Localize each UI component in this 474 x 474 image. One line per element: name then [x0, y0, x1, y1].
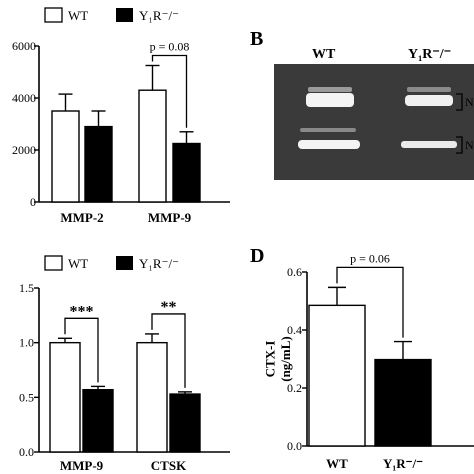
- significance-label: p = 0.06: [350, 251, 390, 265]
- gel-lane-label-wt: WT: [312, 47, 336, 62]
- x-category-label: MMP-2: [60, 210, 103, 225]
- bar: [51, 110, 80, 203]
- x-category-label: MMP-9: [60, 458, 104, 473]
- chart-mmp-activity: 0 2000 4000 6000 MMP-2 MMP-9 p = 0.08: [12, 39, 230, 225]
- bar: [136, 341, 168, 453]
- legend-wt-label: WT: [68, 256, 88, 271]
- legend-y1r-swatch: [116, 8, 133, 22]
- gel-side-mark-upper: N: [465, 95, 474, 109]
- gel-band-wt-upper-faint: [308, 87, 352, 92]
- significance-bracket: [336, 266, 404, 338]
- bar: [308, 304, 366, 447]
- y-tick-label: 1.0: [19, 336, 34, 350]
- bar: [82, 388, 114, 453]
- bar: [49, 341, 81, 453]
- gel-side-mark-lower: N: [465, 138, 474, 152]
- gel-band-wt-upper: [306, 93, 354, 107]
- y-tick-label: 6000: [12, 39, 36, 53]
- y-tick-label: 0.5: [19, 390, 34, 404]
- y-tick-label: 0: [30, 195, 36, 209]
- panel-letter-d: D: [250, 245, 264, 267]
- significance-bracket: [151, 54, 188, 128]
- gel-band-y1r-upper: [405, 95, 453, 106]
- y-tick-label: 0.0: [19, 445, 34, 459]
- y-axis-label-line: CTX-I: [262, 341, 277, 378]
- gel-background: [274, 64, 474, 180]
- y-tick-label: 4000: [12, 91, 36, 105]
- gel-band-y1r-upper-faint: [407, 87, 451, 92]
- gel-band-wt-lower: [298, 140, 360, 149]
- chart-ctx-i: 0.0 0.2 0.4 0.6 WT Y₁R⁻/⁻ p = 0.06 CTX-I(ng/mL): [262, 251, 474, 471]
- y-tick-label: 0.2: [287, 381, 302, 395]
- y-axis-label: CTX-I(ng/mL): [262, 336, 293, 382]
- legend-top: WT Y₁R⁻/⁻: [44, 7, 179, 23]
- y-tick-label: 0.6: [287, 265, 302, 279]
- legend-y1r-swatch: [116, 256, 133, 270]
- significance-bracket: [64, 317, 99, 383]
- significance-label: **: [161, 299, 177, 316]
- bar: [374, 358, 432, 447]
- legend-middle: WT Y₁R⁻/⁻: [44, 255, 179, 271]
- legend-y1r-label: Y₁R⁻/⁻: [139, 8, 179, 23]
- legend-y1r-label: Y₁R⁻/⁻: [139, 256, 179, 271]
- legend-wt-swatch: [44, 255, 63, 271]
- bar: [138, 89, 167, 203]
- gel-bracket-lower: [456, 136, 463, 154]
- gel-band-y1r-lower: [401, 141, 457, 148]
- bar: [84, 125, 113, 203]
- y-tick-label: 2000: [12, 143, 36, 157]
- y-axis-label-line: (ng/mL): [278, 336, 293, 382]
- gel-image: WT Y₁R⁻/⁻ N N: [274, 47, 474, 180]
- x-category-label: MMP-9: [148, 210, 192, 225]
- gel-bracket-upper: [456, 93, 463, 111]
- legend-wt-label: WT: [68, 8, 88, 23]
- significance-label: ***: [70, 303, 94, 320]
- x-category-label: Y₁R⁻/⁻: [383, 456, 423, 471]
- y-tick-label: 0.4: [287, 323, 302, 337]
- significance-bracket: [151, 313, 186, 388]
- gel-band-wt-lower-faint: [300, 128, 356, 132]
- bar: [169, 393, 201, 453]
- gel-lane-label-y1r: Y₁R⁻/⁻: [408, 47, 451, 62]
- x-category-label: CTSK: [151, 458, 187, 473]
- significance-label: p = 0.08: [150, 40, 190, 54]
- bar: [172, 142, 201, 203]
- panel-letter-b: B: [250, 28, 263, 50]
- x-category-label: WT: [326, 456, 348, 471]
- y-tick-label: 1.5: [19, 281, 34, 295]
- legend-wt-swatch: [44, 7, 63, 23]
- y-tick-label: 0.0: [287, 439, 302, 453]
